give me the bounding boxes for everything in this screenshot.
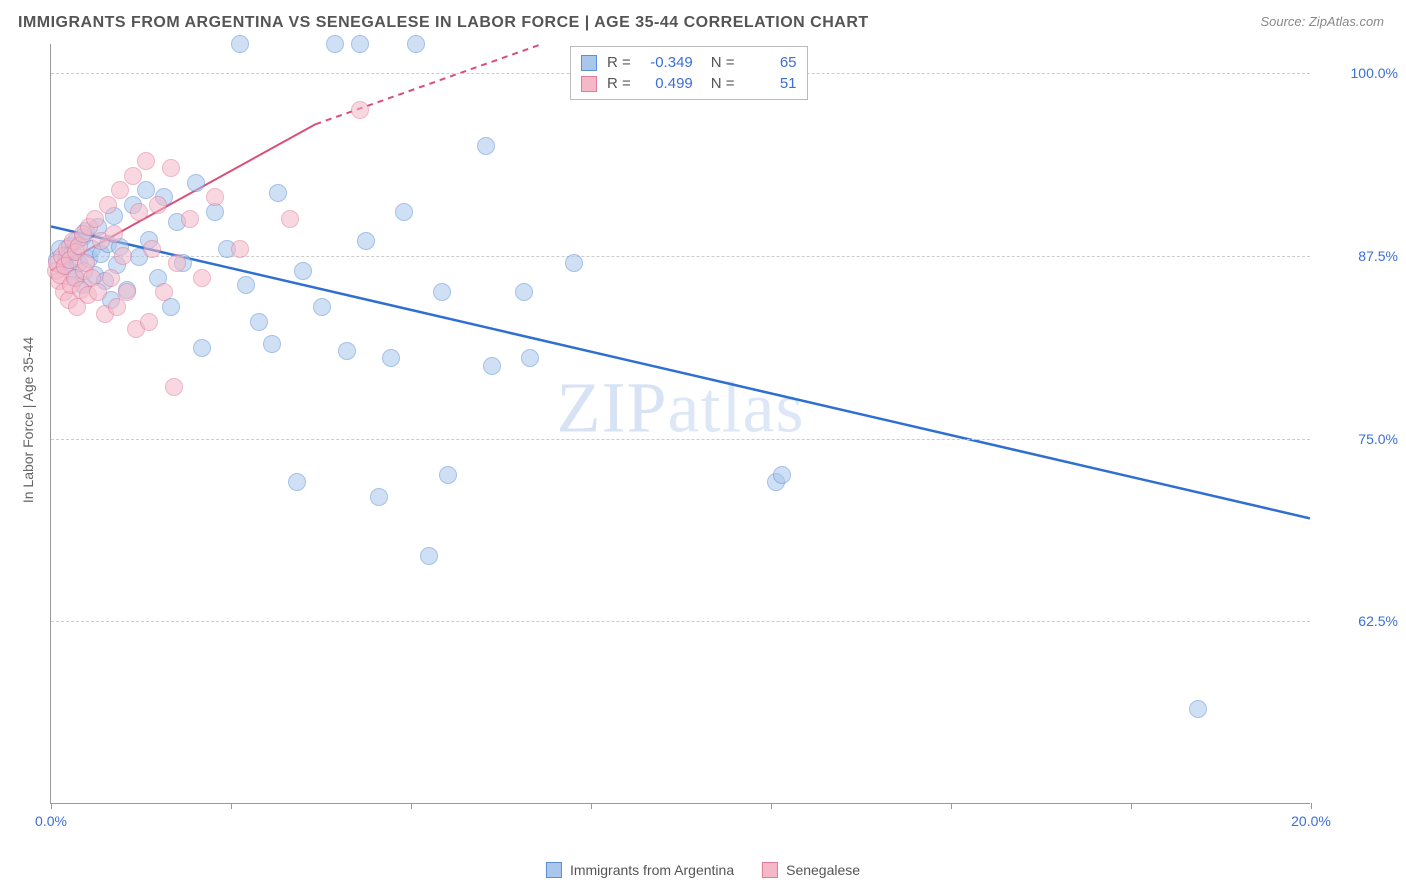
series-legend-label: Senegalese (786, 862, 860, 878)
n-value: 65 (745, 54, 797, 71)
series-legend-item: Senegalese (762, 862, 860, 878)
data-point (351, 101, 369, 119)
data-point (231, 240, 249, 258)
data-point (206, 188, 224, 206)
data-point (137, 152, 155, 170)
x-tick-mark (411, 803, 412, 809)
y-tick-label: 75.0% (1318, 431, 1398, 447)
data-point (102, 269, 120, 287)
data-point (250, 313, 268, 331)
data-point (281, 210, 299, 228)
data-point (99, 196, 117, 214)
series-legend-label: Immigrants from Argentina (570, 862, 734, 878)
data-point (370, 488, 388, 506)
data-point (773, 466, 791, 484)
series-legend-item: Immigrants from Argentina (546, 862, 734, 878)
n-label: N = (711, 54, 735, 71)
data-point (86, 210, 104, 228)
data-point (193, 339, 211, 357)
data-point (149, 196, 167, 214)
data-point (338, 342, 356, 360)
data-point (143, 240, 161, 258)
data-point (483, 357, 501, 375)
x-tick-mark (771, 803, 772, 809)
x-tick-mark (51, 803, 52, 809)
data-point (162, 159, 180, 177)
data-point (165, 378, 183, 396)
chart-title: IMMIGRANTS FROM ARGENTINA VS SENEGALESE … (18, 14, 869, 32)
r-value: -0.349 (641, 54, 693, 71)
trend-line (51, 226, 1310, 518)
data-point (105, 225, 123, 243)
n-value: 51 (745, 75, 797, 92)
correlation-chart: IMMIGRANTS FROM ARGENTINA VS SENEGALESE … (0, 0, 1406, 892)
data-point (351, 35, 369, 53)
trend-line (315, 44, 542, 124)
stats-legend: R = -0.349 N = 65 R = 0.499 N = 51 (570, 46, 808, 100)
n-label: N = (711, 75, 735, 92)
data-point (439, 466, 457, 484)
data-point (111, 181, 129, 199)
data-point (130, 203, 148, 221)
data-point (395, 203, 413, 221)
data-point (407, 35, 425, 53)
data-point (420, 547, 438, 565)
data-point (137, 181, 155, 199)
source-attribution: Source: ZipAtlas.com (1260, 14, 1384, 29)
data-point (231, 35, 249, 53)
x-tick-mark (231, 803, 232, 809)
data-point (288, 473, 306, 491)
gridline (51, 439, 1310, 440)
data-point (155, 283, 173, 301)
x-tick-mark (951, 803, 952, 809)
x-tick-mark (591, 803, 592, 809)
data-point (114, 247, 132, 265)
data-point (1189, 700, 1207, 718)
trend-lines (51, 44, 1310, 803)
plot-area: ZIPatlas 62.5%75.0%87.5%100.0%0.0%20.0% (50, 44, 1310, 804)
x-tick-label: 0.0% (35, 813, 67, 829)
r-value: 0.499 (641, 75, 693, 92)
data-point (89, 283, 107, 301)
data-point (515, 283, 533, 301)
data-point (357, 232, 375, 250)
watermark: ZIPatlas (557, 367, 805, 450)
y-tick-label: 100.0% (1318, 65, 1398, 81)
legend-swatch (581, 55, 597, 71)
data-point (269, 184, 287, 202)
data-point (263, 335, 281, 353)
y-axis-label: In Labor Force | Age 35-44 (20, 337, 36, 503)
x-tick-mark (1131, 803, 1132, 809)
r-label: R = (607, 54, 631, 71)
data-point (565, 254, 583, 272)
data-point (168, 254, 186, 272)
y-tick-label: 62.5% (1318, 613, 1398, 629)
stats-legend-row: R = -0.349 N = 65 (581, 52, 797, 73)
r-label: R = (607, 75, 631, 92)
data-point (118, 283, 136, 301)
data-point (124, 167, 142, 185)
x-tick-label: 20.0% (1291, 813, 1331, 829)
data-point (140, 313, 158, 331)
data-point (313, 298, 331, 316)
series-legend: Immigrants from Argentina Senegalese (546, 862, 860, 878)
data-point (294, 262, 312, 280)
x-tick-mark (1311, 803, 1312, 809)
data-point (181, 210, 199, 228)
data-point (477, 137, 495, 155)
legend-swatch (581, 76, 597, 92)
gridline (51, 621, 1310, 622)
data-point (326, 35, 344, 53)
legend-swatch (762, 862, 778, 878)
data-point (193, 269, 211, 287)
data-point (237, 276, 255, 294)
legend-swatch (546, 862, 562, 878)
stats-legend-row: R = 0.499 N = 51 (581, 73, 797, 94)
data-point (382, 349, 400, 367)
data-point (187, 174, 205, 192)
y-tick-label: 87.5% (1318, 248, 1398, 264)
data-point (521, 349, 539, 367)
data-point (433, 283, 451, 301)
